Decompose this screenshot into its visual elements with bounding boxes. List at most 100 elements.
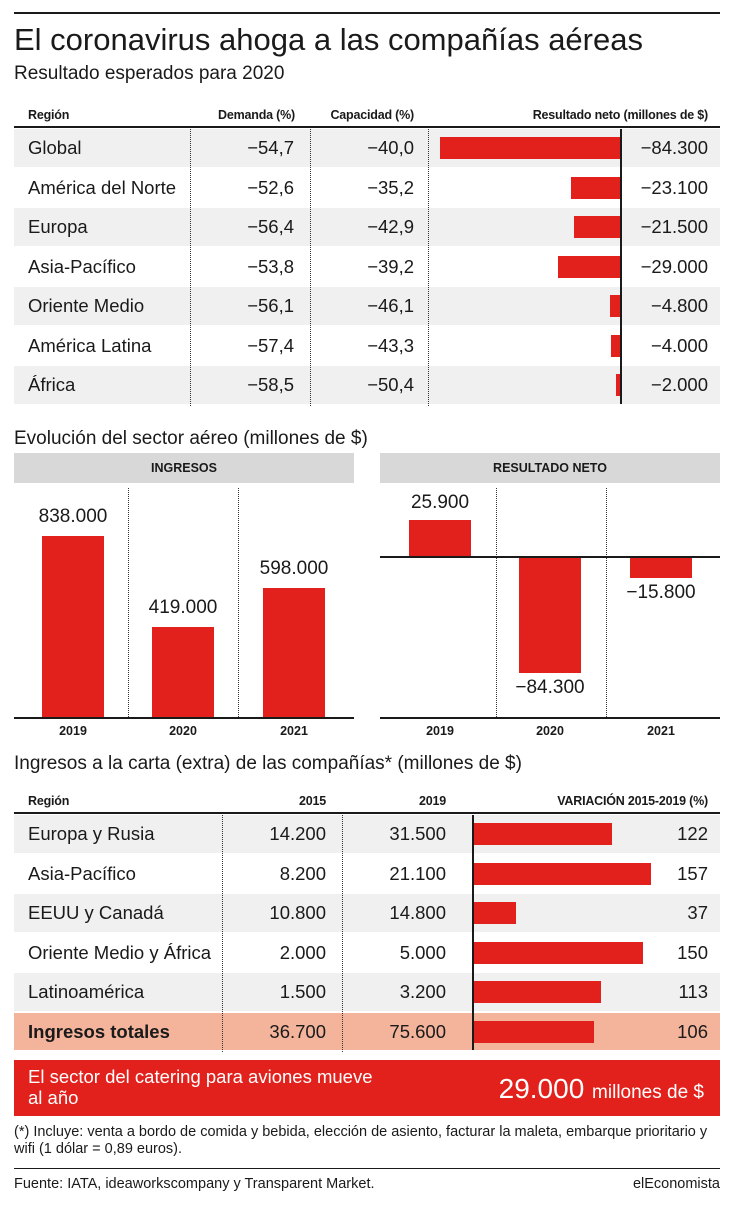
banner-text: El sector del catering para aviones muev… — [28, 1066, 373, 1108]
banner-amount-wrap: 29.000 millones de $ — [499, 1074, 704, 1108]
t1-bar — [440, 137, 620, 159]
resultado-value-label: 25.900 — [410, 492, 470, 514]
t1-divider — [428, 129, 429, 406]
t1-cell-region: Oriente Medio — [28, 295, 145, 316]
t2-cell-variacion: 157 — [677, 862, 708, 884]
resultado-year-label: 2020 — [536, 724, 564, 738]
page-title: El coronavirus ahoga a las compañías aér… — [14, 22, 643, 57]
t1-row-band — [14, 366, 720, 404]
ingresos-baseline — [14, 717, 354, 719]
footnote: (*) Incluye: venta a bordo de comida y b… — [14, 1124, 708, 1157]
section2-title: Evolución del sector aéreo (millones de … — [14, 428, 368, 449]
t1-bar — [609, 295, 620, 317]
ingresos-bar — [42, 536, 104, 717]
t2-total-band — [14, 1012, 720, 1050]
resultado-value-label: −15.800 — [626, 581, 696, 603]
t2-row-band — [14, 973, 720, 1011]
t1-cell-region: América Latina — [28, 334, 152, 356]
t1-bar — [574, 216, 620, 238]
t1-cell-demanda: −53,8 — [247, 255, 294, 277]
t1-cell-capacidad: −39,2 — [367, 255, 414, 277]
t1-divider — [310, 129, 311, 406]
ingresos-divider — [238, 488, 239, 717]
brand-logo: elEconomista — [632, 1176, 720, 1192]
t2-cell-2015: 14.200 — [269, 823, 326, 844]
t2-header-variacion: VARIACIÓN 2015-2019 (%) — [557, 794, 708, 808]
t2-cell-region: Latinoamérica — [28, 981, 145, 1002]
t2-cell-variacion: 37 — [687, 902, 708, 923]
t1-cell-resultado: −29.000 — [640, 255, 708, 277]
t2-divider — [342, 815, 343, 1052]
t1-header-demanda: Demanda (%) — [218, 108, 295, 122]
ingresos-value-label: 838.000 — [38, 506, 108, 527]
t1-divider — [190, 129, 191, 406]
t2-cell-2015: 8.200 — [279, 862, 326, 884]
t1-cell-resultado: −84.300 — [640, 137, 708, 158]
footer-rule — [14, 1168, 720, 1169]
ingresos-value-label: 598.000 — [259, 557, 329, 579]
t2-cell-2019: 75.600 — [389, 1020, 446, 1042]
t1-zero-axis — [620, 129, 622, 404]
resultado-value-label: −84.300 — [515, 677, 585, 698]
t2-total-label: Ingresos totales — [28, 1020, 170, 1042]
source: Fuente: IATA, ideaworkscompany y Transpa… — [14, 1176, 375, 1192]
ingresos-year-label: 2019 — [59, 724, 87, 738]
t2-cell-variacion: 106 — [677, 1020, 708, 1042]
t1-cell-demanda: −56,1 — [247, 295, 294, 316]
t1-header-capacidad: Capacidad (%) — [330, 108, 414, 122]
t1-bar — [558, 255, 620, 278]
ingresos-heading: INGRESOS — [14, 453, 354, 483]
ingresos-bar — [152, 626, 214, 717]
t2-bar — [474, 981, 602, 1003]
ingresos-year-label: 2020 — [169, 724, 197, 738]
t1-cell-capacidad: −40,0 — [367, 137, 414, 158]
t1-cell-capacidad: −46,1 — [367, 295, 414, 316]
t2-cell-2019: 21.100 — [389, 862, 446, 884]
ingresos-divider — [128, 488, 129, 717]
t2-cell-2015: 10.800 — [269, 902, 326, 923]
t1-cell-capacidad: −50,4 — [367, 374, 414, 395]
catering-banner: El sector del catering para aviones muev… — [14, 1060, 720, 1116]
resultado-bar — [519, 556, 581, 673]
t2-cell-2019: 14.800 — [389, 902, 446, 923]
t1-bar — [611, 334, 620, 357]
resultado-divider — [496, 488, 497, 717]
t1-cell-resultado: −2.000 — [650, 374, 708, 395]
t2-header-2019: 2019 — [418, 794, 446, 808]
t1-cell-region: Asia-Pacífico — [28, 255, 136, 277]
resultado-heading: RESULTADO NETO — [380, 453, 720, 483]
t1-cell-capacidad: −43,3 — [367, 334, 414, 356]
resultado-bar — [409, 520, 471, 556]
t1-cell-capacidad: −42,9 — [367, 216, 414, 237]
t2-cell-2019: 31.500 — [389, 823, 446, 844]
banner-amount: 29.000 — [498, 1073, 585, 1104]
t2-cell-2015: 36.700 — [269, 1020, 326, 1042]
t1-cell-demanda: −58,5 — [247, 374, 294, 395]
t2-header-2015: 2015 — [298, 794, 326, 808]
t1-cell-demanda: −57,4 — [247, 334, 294, 356]
t1-bar — [570, 176, 620, 199]
t2-cell-2019: 3.200 — [399, 981, 446, 1002]
t1-cell-demanda: −54,7 — [247, 137, 294, 158]
t2-cell-region: Asia-Pacífico — [28, 862, 136, 884]
t2-bar — [474, 941, 644, 964]
t1-cell-capacidad: −35,2 — [367, 176, 414, 198]
t2-bar — [474, 862, 651, 885]
t2-bar — [474, 902, 516, 924]
t1-cell-region: América del Norte — [28, 176, 177, 198]
t1-bar — [615, 374, 620, 396]
t2-header-region: Región — [28, 794, 70, 808]
page-subtitle: Resultado esperados para 2020 — [14, 63, 285, 84]
t1-cell-region: Europa — [28, 216, 88, 237]
t2-cell-2015: 2.000 — [279, 941, 326, 963]
t1-cell-resultado: −21.500 — [640, 216, 708, 237]
t2-cell-region: Europa y Rusia — [28, 823, 155, 844]
section3-title: Ingresos a la carta (extra) de las compa… — [14, 753, 522, 774]
resultado-baseline — [380, 717, 720, 719]
top-rule — [14, 12, 720, 14]
t1-cell-region: Global — [28, 137, 82, 158]
t2-cell-region: EEUU y Canadá — [28, 902, 164, 923]
t2-row-band — [14, 894, 720, 932]
t2-bar — [474, 823, 612, 845]
t1-cell-demanda: −52,6 — [247, 176, 294, 198]
